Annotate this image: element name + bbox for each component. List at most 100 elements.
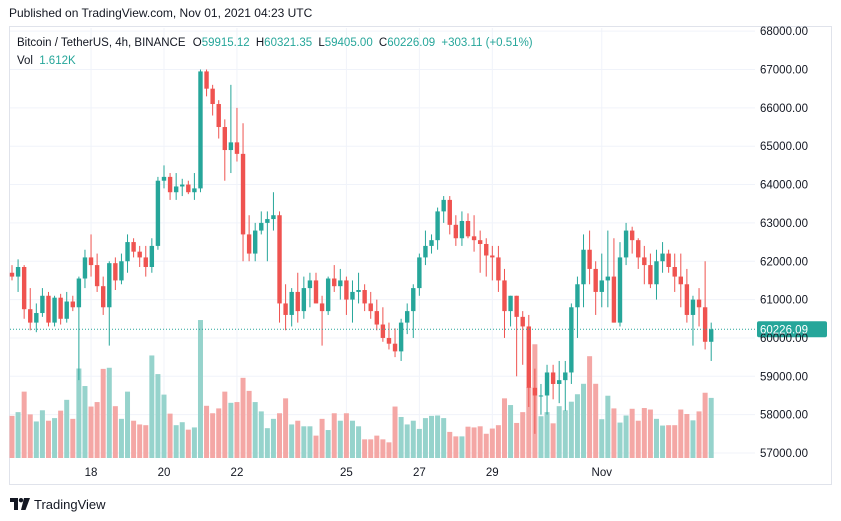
volume-bar	[313, 435, 319, 458]
candle-body	[94, 265, 100, 287]
time-tick-label: 22	[231, 467, 244, 479]
volume-bar	[587, 356, 593, 458]
candle-body	[648, 265, 653, 285]
candle-body	[520, 316, 525, 327]
candle-body	[350, 291, 355, 300]
candle-body	[380, 324, 386, 338]
volume-bar	[173, 425, 179, 458]
candle-body	[678, 276, 683, 285]
candle-body	[702, 307, 708, 342]
volume-bar	[410, 420, 416, 458]
volume-bar	[429, 415, 435, 458]
candle-body	[690, 299, 696, 315]
candle-body	[514, 295, 519, 317]
candle-body	[186, 184, 191, 193]
candle-body	[21, 267, 27, 310]
candle-body	[271, 215, 276, 220]
volume-bar	[514, 422, 520, 458]
volume-bar	[672, 425, 678, 458]
legend-volume-label[interactable]: Vol	[17, 55, 33, 67]
volume-bar	[21, 391, 27, 458]
candle-body	[709, 329, 714, 342]
tradingview-logo-icon	[10, 498, 30, 510]
candle-body	[471, 236, 477, 241]
candle-body	[210, 88, 215, 105]
candle-body	[447, 199, 452, 225]
volume-bar	[471, 427, 477, 458]
candle-body	[137, 251, 142, 258]
legend-open-value: 59915.12	[201, 37, 250, 49]
candle-body	[277, 215, 282, 304]
candle-body	[295, 291, 300, 312]
candle-body	[508, 295, 513, 312]
volume-bar	[143, 425, 149, 458]
candle-body	[265, 219, 270, 223]
candle-body	[423, 245, 428, 258]
candle-body	[538, 395, 544, 397]
volume-bar	[52, 418, 58, 458]
volume-bar	[356, 426, 362, 458]
volume-bar	[216, 408, 222, 458]
time-tick-label: 29	[486, 467, 499, 479]
volume-bar	[453, 436, 459, 458]
legend-open-label: O	[192, 37, 202, 49]
volume-bar	[319, 418, 325, 458]
time-tick-label: 18	[85, 467, 98, 479]
candle-body	[228, 142, 234, 151]
volume-bar	[696, 411, 702, 458]
candle-body	[198, 71, 203, 189]
volume-bar	[246, 390, 252, 458]
candle-body	[34, 313, 39, 323]
candle-body	[526, 326, 531, 388]
candle-body	[192, 188, 197, 193]
volume-bar	[88, 406, 94, 458]
volume-bar	[301, 426, 307, 458]
candle-body	[496, 257, 501, 281]
candle-body	[313, 280, 319, 304]
candle-body	[143, 257, 148, 268]
price-tick-label: 67000.00	[760, 65, 808, 77]
chart-frame[interactable]	[9, 26, 832, 485]
volume-bar	[307, 426, 313, 458]
legend-symbol[interactable]: Bitcoin / TetherUS, 4h, BINANCE	[17, 37, 186, 49]
volume-bar	[690, 420, 696, 458]
candle-body	[660, 253, 665, 262]
volume-bar	[647, 409, 653, 458]
candle-body	[684, 284, 690, 315]
candle-body	[490, 255, 495, 258]
candle-body	[64, 301, 69, 319]
candle-body	[532, 387, 538, 396]
candle-body	[398, 322, 404, 352]
candle-body	[204, 71, 209, 89]
grid-layer	[10, 28, 755, 458]
volume-bar	[641, 408, 647, 458]
volume-bar	[283, 398, 289, 458]
candle-body	[180, 184, 185, 187]
volume-bar	[331, 413, 337, 458]
candle-body	[101, 286, 106, 308]
volume-bar	[708, 397, 714, 458]
candle-body	[15, 267, 21, 277]
volume-bar	[58, 410, 64, 458]
volume-bar	[477, 426, 483, 458]
candle-body	[307, 280, 313, 289]
candle-body	[411, 288, 416, 312]
volume-bar	[392, 406, 398, 458]
volume-bar	[386, 442, 392, 458]
candle-body	[216, 104, 221, 128]
volume-bar	[343, 413, 349, 458]
legend-change-value: +303.11 (+0.51%)	[441, 37, 533, 49]
candle-body	[654, 261, 659, 285]
tradingview-brand[interactable]: TradingView	[10, 495, 106, 513]
volume-bar	[653, 418, 659, 458]
volume-layer	[9, 320, 714, 458]
candle-body	[477, 240, 483, 244]
price-tick-label: 66000.00	[760, 103, 808, 115]
candle-body	[599, 280, 604, 292]
volume-bar	[599, 419, 605, 458]
candle-body	[484, 243, 489, 256]
volume-bar	[39, 410, 45, 458]
candle-body	[113, 263, 118, 281]
volume-bar	[611, 408, 617, 458]
